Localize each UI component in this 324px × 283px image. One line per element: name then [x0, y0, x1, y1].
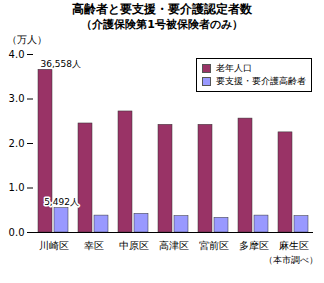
svg-text:0.0: 0.0	[9, 227, 25, 238]
svg-text:多摩区: 多摩区	[239, 240, 269, 251]
svg-text:宮前区: 宮前区	[199, 240, 229, 251]
svg-text:中原区: 中原区	[119, 240, 149, 251]
svg-text:（万人）: （万人）	[7, 34, 47, 45]
svg-text:高津区: 高津区	[159, 240, 189, 251]
html-text:（介護保険第1号被保険者のみ）: （介護保険第1号被保険者のみ）	[81, 18, 243, 31]
svg-text:川崎区: 川崎区	[39, 240, 69, 251]
svg-text:5,492人: 5,492人	[44, 197, 79, 207]
svg-text:36,558人: 36,558人	[41, 59, 82, 69]
html-text:老年人口: 老年人口	[216, 63, 252, 73]
svg-text:1.0: 1.0	[9, 182, 25, 193]
svg-text:4.0: 4.0	[9, 49, 25, 60]
html-text:（本市調べ）: （本市調べ）	[264, 255, 318, 265]
svg-text:2.0: 2.0	[9, 138, 25, 149]
svg-text:幸区: 幸区	[84, 240, 104, 251]
svg-text:3.0: 3.0	[9, 93, 25, 104]
html-text:高齢者と要支援・要介護認定者数: 高齢者と要支援・要介護認定者数	[72, 2, 252, 16]
svg-text:麻生区: 麻生区	[279, 240, 309, 251]
html-text:要支援・要介護高齢者: 要支援・要介護高齢者	[216, 76, 306, 86]
